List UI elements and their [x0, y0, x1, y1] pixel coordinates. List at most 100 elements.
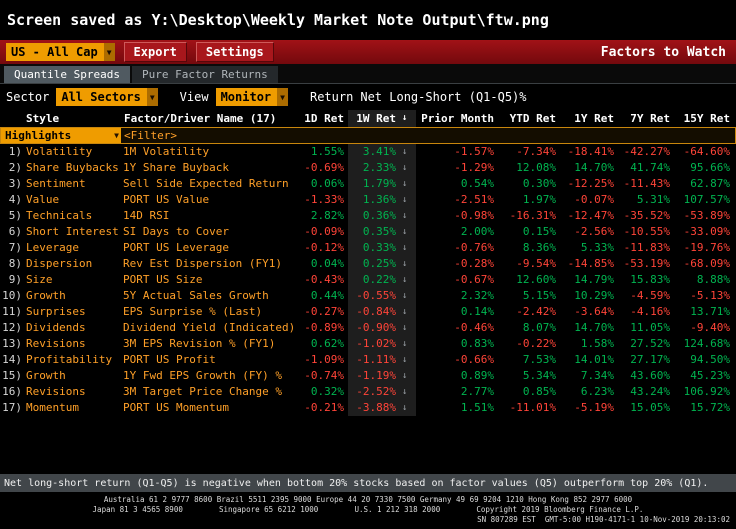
cell-ytd-ret: -16.31%: [509, 209, 556, 222]
cell-7y-ret: -4.59%: [630, 289, 670, 302]
tab-pure-factor-returns[interactable]: Pure Factor Returns: [131, 66, 278, 83]
cell-1w-ret: -2.52%: [348, 384, 400, 400]
view-dropdown-value: Monitor: [220, 90, 272, 104]
style-cell: Growth: [26, 289, 66, 302]
cell-1d-ret: -0.69%: [304, 161, 344, 174]
highlights-dropdown[interactable]: Highlights ▼: [1, 128, 121, 143]
cell-1d-ret: 0.04%: [310, 257, 344, 270]
cell-ytd-ret: -11.01%: [509, 401, 556, 414]
style-cell: Size: [26, 273, 53, 286]
cell-1w-ret: 1.79%: [348, 176, 400, 192]
cell-1w-ret: -0.55%: [348, 288, 400, 304]
table-row[interactable]: 8) Dispersion Rev Est Dispersion (FY1) 0.04…: [0, 256, 736, 272]
factor-name-cell: 1Y Fwd EPS Growth (FY) %: [123, 369, 282, 382]
cell-15y-ret: 13.71%: [690, 305, 730, 318]
header-prior-month[interactable]: Prior Month: [421, 112, 494, 125]
cell-7y-ret: 41.74%: [630, 161, 670, 174]
table-row[interactable]: 13) Revisions 3M EPS Revision % (FY1) 0.62%…: [0, 336, 736, 352]
screen-saved-message: Screen saved as Y:\Desktop\Weekly Market…: [7, 11, 549, 29]
table-row[interactable]: 14) Profitability PORT US Profit -1.09% -1.1…: [0, 352, 736, 368]
export-button[interactable]: Export: [123, 42, 187, 62]
universe-dropdown-value: US - All Cap: [11, 45, 98, 59]
factor-name-cell: PORT US Momentum: [123, 401, 229, 414]
cell-7y-ret: 15.83%: [630, 273, 670, 286]
cell-prior-month: -0.76%: [454, 241, 494, 254]
header-ytd-ret[interactable]: YTD Ret: [509, 112, 556, 125]
cell-1y-ret: -18.41%: [567, 145, 614, 158]
cell-1y-ret: 1.58%: [580, 337, 614, 350]
cell-15y-ret: 124.68%: [683, 337, 730, 350]
cell-1y-ret: 7.34%: [580, 369, 614, 382]
header-1y-ret[interactable]: 1Y Ret: [574, 112, 614, 125]
cell-15y-ret: -68.09%: [683, 257, 730, 270]
row-number: 5): [8, 209, 22, 222]
table-row[interactable]: 11) Surprises EPS Surprise % (Last) -0.27% -…: [0, 304, 736, 320]
style-cell: Share Buybacks: [26, 161, 119, 174]
table-row[interactable]: 7) Leverage PORT US Leverage -0.12% 0.33% ↓ -0…: [0, 240, 736, 256]
style-cell: Surprises: [26, 305, 86, 318]
table-row[interactable]: 6) Short Interest SI Days to Cover -0.09% 0.…: [0, 224, 736, 240]
cell-1d-ret: 2.82%: [310, 209, 344, 222]
cell-prior-month: -1.29%: [454, 161, 494, 174]
header-15y-ret[interactable]: 15Y Ret: [683, 112, 730, 125]
header-1w-ret[interactable]: 1W Ret: [348, 110, 400, 127]
cell-1d-ret: 0.32%: [310, 385, 344, 398]
cell-1y-ret: -12.47%: [567, 209, 614, 222]
universe-dropdown[interactable]: US - All Cap ▼: [6, 43, 115, 61]
cell-1w-ret: -1.11%: [348, 352, 400, 368]
header-style[interactable]: Style: [26, 112, 60, 125]
cell-7y-ret: -4.16%: [630, 305, 670, 318]
cell-15y-ret: 15.72%: [690, 401, 730, 414]
cell-1d-ret: -1.09%: [304, 353, 344, 366]
table-row[interactable]: 16) Revisions 3M Target Price Change % 0.32…: [0, 384, 736, 400]
view-dropdown[interactable]: Monitor ▼: [215, 88, 288, 106]
sort-descending-icon[interactable]: ↓: [400, 110, 416, 127]
trend-down-icon: ↓: [400, 256, 416, 272]
cell-prior-month: 1.51%: [460, 401, 494, 414]
trend-down-icon: ↓: [400, 368, 416, 384]
row-number: 4): [8, 193, 22, 206]
table-row[interactable]: 4) Value PORT US Value -1.33% 1.36% ↓ -2.51% 1.…: [0, 192, 736, 208]
cell-7y-ret: -10.55%: [623, 225, 670, 238]
cell-1w-ret: 0.25%: [348, 256, 400, 272]
cell-ytd-ret: 8.36%: [522, 241, 556, 254]
table-row[interactable]: 2) Share Buybacks 1Y Share Buyback -0.69% 2.…: [0, 160, 736, 176]
table-row[interactable]: 15) Growth 1Y Fwd EPS Growth (FY) % -0.74% -…: [0, 368, 736, 384]
cell-prior-month: -0.28%: [454, 257, 494, 270]
header-7y-ret[interactable]: 7Y Ret: [630, 112, 670, 125]
tab-quantile-spreads[interactable]: Quantile Spreads: [4, 66, 130, 83]
table-row[interactable]: 9) Size PORT US Size -0.43% 0.22% ↓ -0.67% 12.6…: [0, 272, 736, 288]
settings-button[interactable]: Settings: [195, 42, 274, 62]
table-row[interactable]: 10) Growth 5Y Actual Sales Growth 0.44% -0.5…: [0, 288, 736, 304]
factor-name-cell: PORT US Profit: [123, 353, 216, 366]
table-row[interactable]: 3) Sentiment Sell Side Expected Return 0.06…: [0, 176, 736, 192]
cell-ytd-ret: 8.07%: [522, 321, 556, 334]
cell-1y-ret: -0.07%: [574, 193, 614, 206]
sector-dropdown[interactable]: All Sectors ▼: [56, 88, 158, 106]
cell-prior-month: 0.83%: [460, 337, 494, 350]
factor-name-cell: 3M Target Price Change %: [123, 385, 282, 398]
cell-1w-ret: -0.90%: [348, 320, 400, 336]
trend-down-icon: ↓: [400, 352, 416, 368]
menu-bar: US - All Cap ▼ Export Settings Factors t…: [0, 40, 736, 64]
cell-1d-ret: 1.55%: [310, 145, 344, 158]
trend-down-icon: ↓: [400, 384, 416, 400]
cell-7y-ret: -53.19%: [623, 257, 670, 270]
cell-15y-ret: 8.88%: [696, 273, 730, 286]
row-number: 3): [8, 177, 22, 190]
table-row[interactable]: 5) Technicals 14D RSI 2.82% 0.36% ↓ -0.98% -16.…: [0, 208, 736, 224]
cell-ytd-ret: 0.15%: [522, 225, 556, 238]
cell-prior-month: 0.14%: [460, 305, 494, 318]
style-cell: Sentiment: [26, 177, 86, 190]
cell-1y-ret: 10.29%: [574, 289, 614, 302]
filter-input[interactable]: <Filter>: [124, 129, 177, 142]
header-1d-ret[interactable]: 1D Ret: [304, 112, 344, 125]
row-number: 9): [8, 273, 22, 286]
header-factor-name[interactable]: Factor/Driver Name (17): [124, 112, 277, 125]
trend-down-icon: ↓: [400, 288, 416, 304]
table-row[interactable]: 12) Dividends Dividend Yield (Indicated) -0…: [0, 320, 736, 336]
footer-session-info: SN 807289 EST GMT-5:00 H190-4171-1 10-No…: [477, 515, 730, 524]
cell-1w-ret: -1.02%: [348, 336, 400, 352]
table-row[interactable]: 1) Volatility 1M Volatility 1.55% 3.41% ↓ -1.5…: [0, 144, 736, 160]
table-row[interactable]: 17) Momentum PORT US Momentum -0.21% -3.88% ↓…: [0, 400, 736, 416]
